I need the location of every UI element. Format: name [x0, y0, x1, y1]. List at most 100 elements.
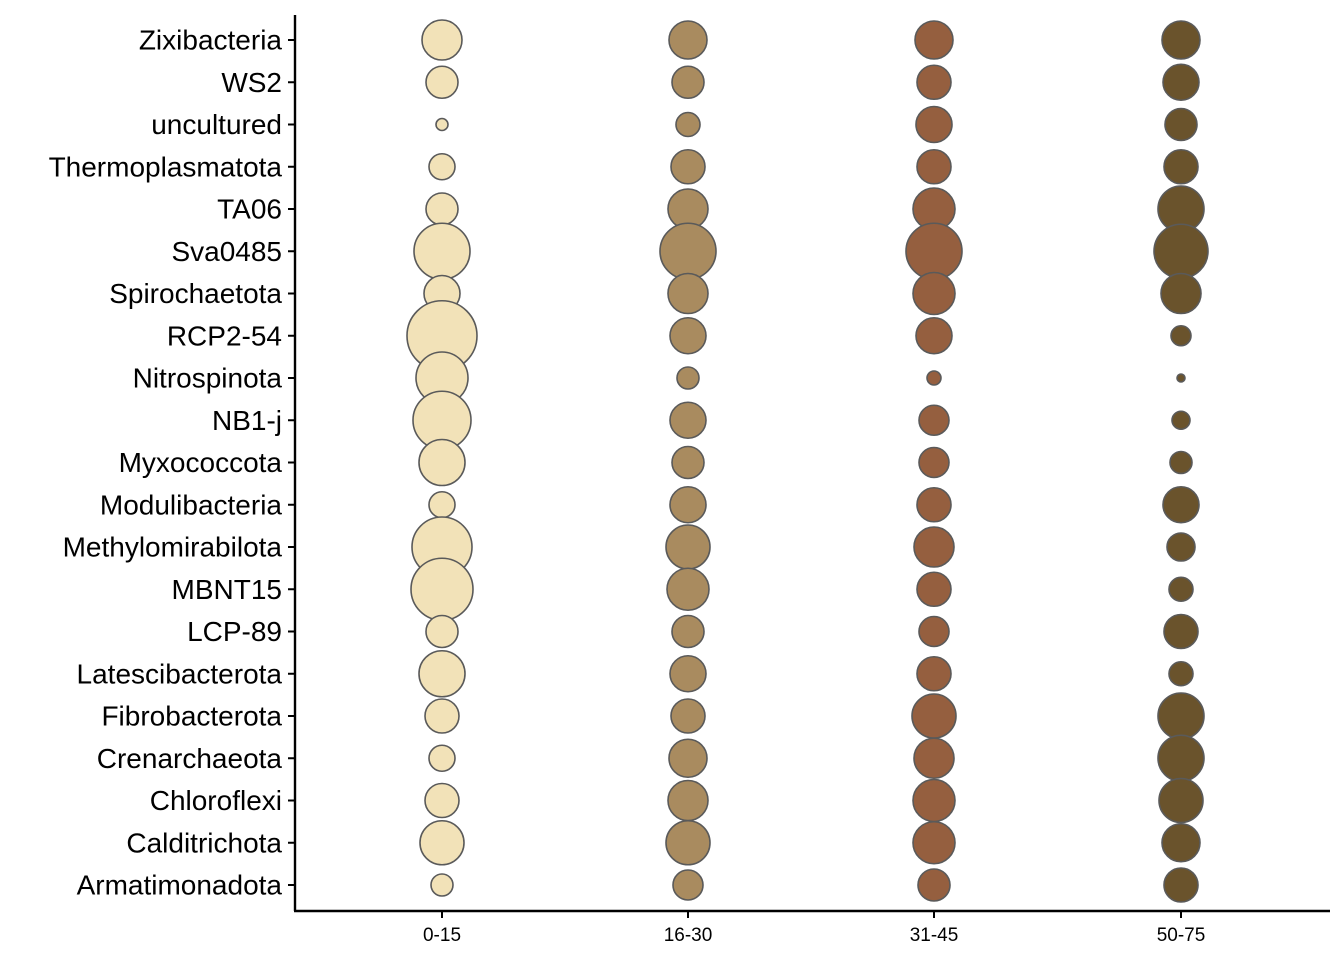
- y-tick-label: Chloroflexi: [150, 785, 282, 816]
- bubble-point: [1161, 20, 1201, 60]
- bubble-point: [918, 615, 950, 648]
- bubble-point: [676, 366, 700, 390]
- bubble-point: [1168, 576, 1194, 603]
- bubble-point: [912, 820, 956, 865]
- bubble-point: [672, 869, 704, 901]
- bubble-point: [916, 571, 952, 608]
- bubble-point: [669, 485, 707, 524]
- bubble-point: [1171, 410, 1191, 431]
- bubble-point: [421, 19, 463, 61]
- bubble-point: [1157, 692, 1205, 740]
- bubble-point: [428, 744, 456, 773]
- bubble-point: [912, 271, 956, 316]
- bubble-point: [671, 614, 705, 649]
- bubble-point: [424, 782, 460, 819]
- bubble-point: [917, 868, 951, 902]
- x-tick-label: 16-30: [664, 925, 713, 946]
- bubble-point: [425, 192, 459, 226]
- y-tick-label: Latescibacterota: [77, 658, 283, 689]
- bubble-point: [670, 148, 706, 185]
- bubble-point: [926, 370, 942, 386]
- y-tick-label: Armatimonadota: [77, 870, 283, 901]
- bubble-point: [666, 567, 710, 612]
- y-tick-label: Fibrobacterota: [101, 701, 282, 732]
- y-tick-label: TA06: [217, 194, 282, 225]
- bubble-point: [410, 557, 474, 622]
- bubble-point: [668, 738, 708, 779]
- x-tick-label: 0-15: [423, 925, 461, 946]
- bubble-point: [915, 316, 953, 355]
- y-tick-label: NB1-j: [212, 405, 282, 436]
- bubble-point: [912, 778, 956, 823]
- bubble-point: [670, 698, 706, 734]
- bubble-point: [667, 779, 709, 822]
- bubble-point: [915, 105, 953, 144]
- bubble-point: [425, 614, 459, 649]
- bubble-point: [435, 117, 449, 132]
- y-tick-label: Sva0485: [171, 236, 282, 267]
- y-tick-label: RCP2-54: [167, 320, 282, 351]
- bubble-point: [1162, 485, 1200, 524]
- bubble-point: [1161, 822, 1201, 863]
- bubble-point: [669, 654, 707, 693]
- y-tick-label: Nitrospinota: [133, 363, 283, 394]
- bubble-point: [665, 819, 711, 866]
- bubble-point: [913, 526, 955, 568]
- bubble-point: [1163, 613, 1199, 650]
- bubble-point: [1163, 148, 1199, 185]
- bubble-point: [1160, 272, 1202, 315]
- bubble-point: [914, 20, 954, 60]
- bubble-point: [418, 649, 466, 698]
- y-tick-label: Thermoplasmatota: [49, 151, 283, 182]
- bubble-point: [413, 222, 471, 281]
- y-tick-label: LCP-89: [187, 616, 282, 647]
- y-tick-label: Modulibacteria: [100, 489, 283, 520]
- bubble-point: [916, 148, 952, 185]
- bubble-point: [665, 524, 711, 570]
- bubble-point: [424, 698, 460, 734]
- bubble-point: [918, 404, 950, 437]
- bubble-point: [428, 152, 456, 181]
- y-tick-label: uncultured: [151, 109, 282, 140]
- bubble-point: [675, 111, 701, 138]
- y-tick-label: Spirochaetota: [109, 278, 282, 309]
- bubble-point: [916, 486, 952, 523]
- bubble-point: [1176, 373, 1186, 383]
- bubble-point: [918, 446, 950, 479]
- bubble-point: [913, 737, 955, 780]
- bubble-point: [1153, 223, 1209, 280]
- bubbles-layer: [406, 19, 1209, 903]
- bubble-point: [916, 655, 952, 692]
- bubble-point: [916, 64, 952, 101]
- bubble-point: [669, 401, 707, 440]
- bubble-point: [419, 819, 465, 866]
- x-ticks: 0-15 16-30 31-45 50-75: [423, 911, 1205, 946]
- x-tick-label: 31-45: [910, 925, 959, 946]
- bubble-point: [1163, 867, 1199, 903]
- bubble-point: [911, 693, 957, 739]
- bubble-point: [659, 222, 717, 281]
- y-tick-label: Crenarchaeota: [97, 743, 283, 774]
- bubble-point: [905, 222, 963, 281]
- bubble-point: [1162, 63, 1200, 102]
- bubble-point: [1169, 450, 1193, 475]
- bubble-point: [430, 873, 454, 897]
- bubble-point: [1164, 107, 1198, 142]
- bubble-point: [668, 20, 708, 60]
- bubble-point: [667, 272, 709, 315]
- bubble-point: [1170, 324, 1192, 347]
- bubble-point: [1168, 660, 1194, 687]
- y-tick-label: Myxococcota: [119, 447, 283, 478]
- y-tick-label: Zixibacteria: [139, 25, 283, 56]
- bubble-point: [428, 490, 456, 519]
- bubble-point: [669, 316, 707, 355]
- y-tick-label: Calditrichota: [126, 827, 282, 858]
- bubble-point: [1166, 532, 1196, 562]
- bubble-point: [1158, 777, 1204, 824]
- y-tick-label: Methylomirabilota: [63, 532, 283, 563]
- bubble-point: [418, 438, 466, 487]
- y-tick-label: MBNT15: [172, 574, 282, 605]
- y-tick-label: WS2: [221, 67, 282, 98]
- x-tick-label: 50-75: [1157, 925, 1206, 946]
